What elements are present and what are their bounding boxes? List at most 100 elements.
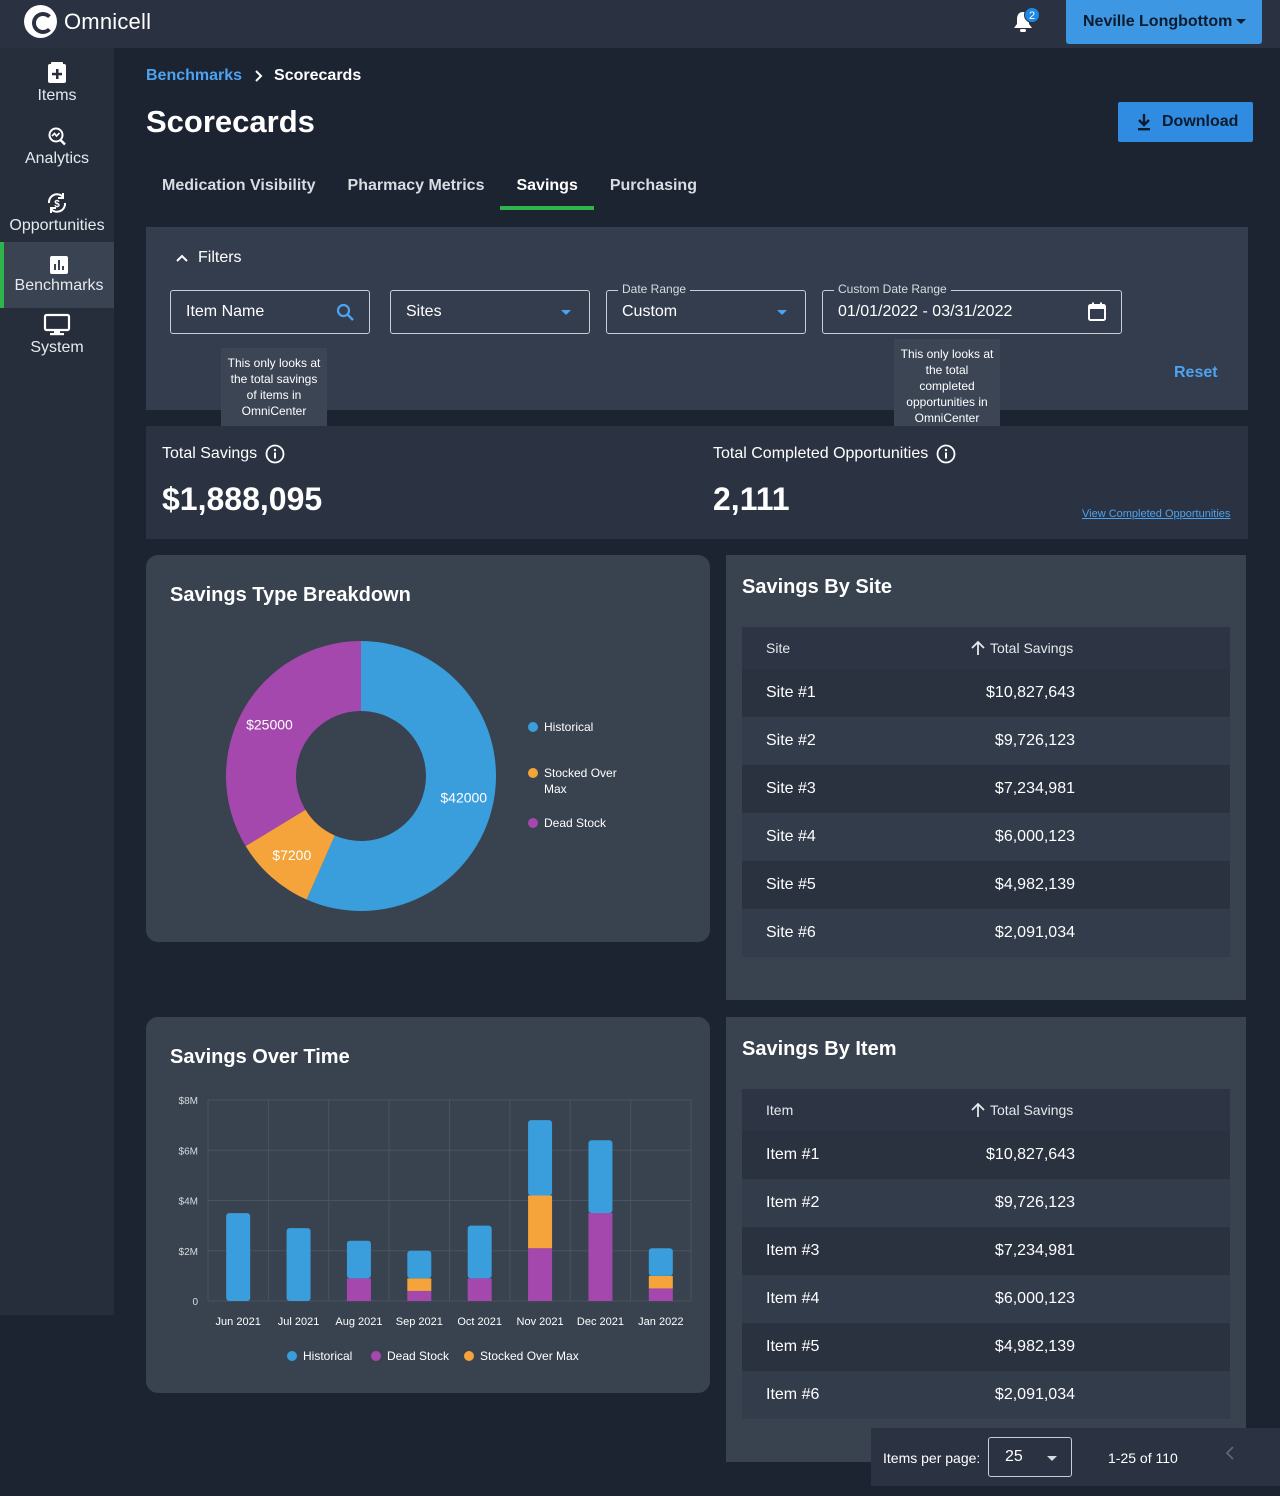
info-icon[interactable] (936, 444, 956, 464)
item-row[interactable]: Item #3 $7,234,981 (742, 1227, 1230, 1275)
sites-select[interactable]: Sites (390, 290, 590, 334)
pagination-range: 1-25 of 110 (1108, 1450, 1178, 1466)
bar-segment[interactable] (528, 1120, 553, 1196)
tab-savings[interactable]: Savings (500, 166, 595, 210)
bar-segment[interactable] (346, 1240, 371, 1279)
item-row[interactable]: Item #5 $4,982,139 (742, 1323, 1230, 1371)
summary-panel: Total Savings $1,888,095 Total Completed… (146, 426, 1248, 539)
donut-slice[interactable] (245, 809, 335, 900)
item-row-total-savings: $9,726,123 (994, 1194, 1075, 1211)
filters-panel: Filters Item Name Sites Date Range Custo… (146, 227, 1248, 410)
custom-date-range-label: Custom Date Range (834, 282, 951, 296)
download-button[interactable]: Download (1118, 102, 1253, 142)
column-header-total-savings[interactable]: Total Savings (970, 640, 1073, 656)
item-row[interactable]: Item #2 $9,726,123 (742, 1179, 1230, 1227)
site-row[interactable]: Site #4 $6,000,123 (742, 813, 1230, 861)
sidebar-item-analytics[interactable]: Analytics (0, 126, 114, 168)
bar-segment[interactable] (648, 1248, 673, 1276)
bar-segment[interactable] (467, 1225, 492, 1279)
legend-label: Stocked Over Max (480, 1349, 579, 1363)
sidebar-item-items[interactable]: Items (0, 61, 114, 105)
item-name-search-input[interactable]: Item Name (170, 290, 370, 334)
x-tick-label: Jun 2021 (216, 1316, 261, 1328)
filters-toggle[interactable]: Filters (176, 249, 242, 267)
bar-segment[interactable] (286, 1228, 311, 1301)
savings-over-time-bar-chart: 0 $2M $4M $6M $8M Jun 2021 Jul 2021 Aug 2021 Sep… (179, 1096, 692, 1363)
item-row-name: Item #3 (766, 1242, 820, 1259)
item-row[interactable]: Item #1 $10,827,643 (742, 1131, 1230, 1179)
calendar-icon[interactable] (1087, 302, 1107, 322)
legend-swatch (528, 722, 538, 732)
date-range-select[interactable]: Date Range Custom (606, 282, 806, 334)
site-row-total-savings: $10,827,643 (986, 684, 1075, 701)
sidebar-item-opportunities[interactable]: $ Opportunities (0, 191, 114, 235)
bar-segment[interactable] (407, 1278, 432, 1291)
card-title: Savings By Item (742, 1038, 897, 1060)
sidebar-item-benchmarks[interactable]: Benchmarks (0, 242, 114, 308)
site-row[interactable]: Site #5 $4,982,139 (742, 861, 1230, 909)
site-row[interactable]: Site #2 $9,726,123 (742, 717, 1230, 765)
system-icon (43, 313, 71, 336)
site-row-total-savings: $4,982,139 (994, 876, 1075, 893)
sidebar-item-system[interactable]: System (0, 313, 114, 357)
items-per-page-label: Items per page: (883, 1450, 981, 1466)
donut-slice[interactable] (306, 641, 497, 911)
bar-segment[interactable] (588, 1140, 613, 1214)
breadcrumb-link-benchmarks[interactable]: Benchmarks (146, 67, 243, 84)
dropdown-arrow-icon (561, 310, 571, 315)
opportunities-icon: $ (47, 193, 67, 213)
column-header-total-savings[interactable]: Total Savings (970, 1102, 1073, 1118)
donut-slice[interactable] (226, 641, 361, 847)
breadcrumb: Benchmarks Scorecards (146, 67, 361, 85)
item-row-name: Item #1 (766, 1146, 820, 1163)
tab-purchasing[interactable]: Purchasing (609, 177, 697, 194)
item-row[interactable]: Item #4 $6,000,123 (742, 1275, 1230, 1323)
y-tick-label: $2M (179, 1247, 198, 1258)
view-completed-opportunities-link[interactable]: View Completed Opportunities (1082, 508, 1231, 520)
sidebar-item-label: Opportunities (9, 217, 105, 234)
logo-icon (24, 5, 57, 38)
slice-label: $25000 (246, 717, 293, 733)
total-savings-label-row: Total Savings (162, 444, 285, 464)
custom-date-range-input[interactable]: Custom Date Range 01/01/2022 - 03/31/202… (822, 282, 1122, 334)
user-name: Neville Longbottom (1083, 13, 1233, 30)
savings-by-site-table: Site Total Savings Site #1 $10,827,643 Sit… (742, 627, 1230, 957)
item-row-total-savings: $10,827,643 (986, 1146, 1075, 1163)
bar-segment[interactable] (346, 1278, 371, 1301)
user-menu-button[interactable]: Neville Longbottom (1066, 0, 1262, 44)
item-row[interactable]: Item #6 $2,091,034 (742, 1371, 1230, 1419)
search-icon[interactable] (336, 303, 355, 322)
site-row-total-savings: $7,234,981 (994, 780, 1075, 797)
x-tick-label: Dec 2021 (577, 1316, 624, 1328)
page-title: Scorecards (146, 104, 315, 139)
site-row[interactable]: Site #1 $10,827,643 (742, 669, 1230, 717)
tab-pharmacy-metrics[interactable]: Pharmacy Metrics (347, 177, 485, 194)
chevron-right-icon (255, 70, 263, 82)
tab-medication-visibility[interactable]: Medication Visibility (162, 177, 316, 194)
items-per-page-select[interactable]: 25 (988, 1437, 1072, 1477)
bar-segment[interactable] (528, 1195, 553, 1249)
slice-label: $7200 (272, 847, 311, 863)
bar-segment[interactable] (226, 1213, 251, 1301)
site-row-total-savings: $9,726,123 (994, 732, 1075, 749)
x-tick-label: Nov 2021 (517, 1316, 564, 1328)
bar-segment[interactable] (588, 1213, 613, 1301)
items-per-page-value: 25 (1005, 1448, 1023, 1465)
chevron-left-icon[interactable] (1225, 1446, 1235, 1460)
item-name-placeholder: Item Name (186, 303, 265, 320)
bar-segment[interactable] (407, 1250, 432, 1279)
site-row[interactable]: Site #3 $7,234,981 (742, 765, 1230, 813)
reset-button[interactable]: Reset (1174, 364, 1218, 381)
bar-segment[interactable] (648, 1288, 673, 1301)
site-row-name: Site #6 (766, 924, 816, 941)
bar-segment[interactable] (467, 1278, 492, 1301)
bar-segment[interactable] (528, 1248, 553, 1301)
column-header-item[interactable]: Item (766, 1102, 794, 1118)
info-icon[interactable] (265, 444, 285, 464)
omnicell-logo[interactable]: Omnicell (24, 5, 151, 38)
item-row-name: Item #2 (766, 1194, 820, 1211)
bar-segment[interactable] (648, 1275, 673, 1289)
bar-segment[interactable] (407, 1290, 432, 1301)
column-header-site[interactable]: Site (766, 640, 791, 656)
site-row[interactable]: Site #6 $2,091,034 (742, 909, 1230, 957)
